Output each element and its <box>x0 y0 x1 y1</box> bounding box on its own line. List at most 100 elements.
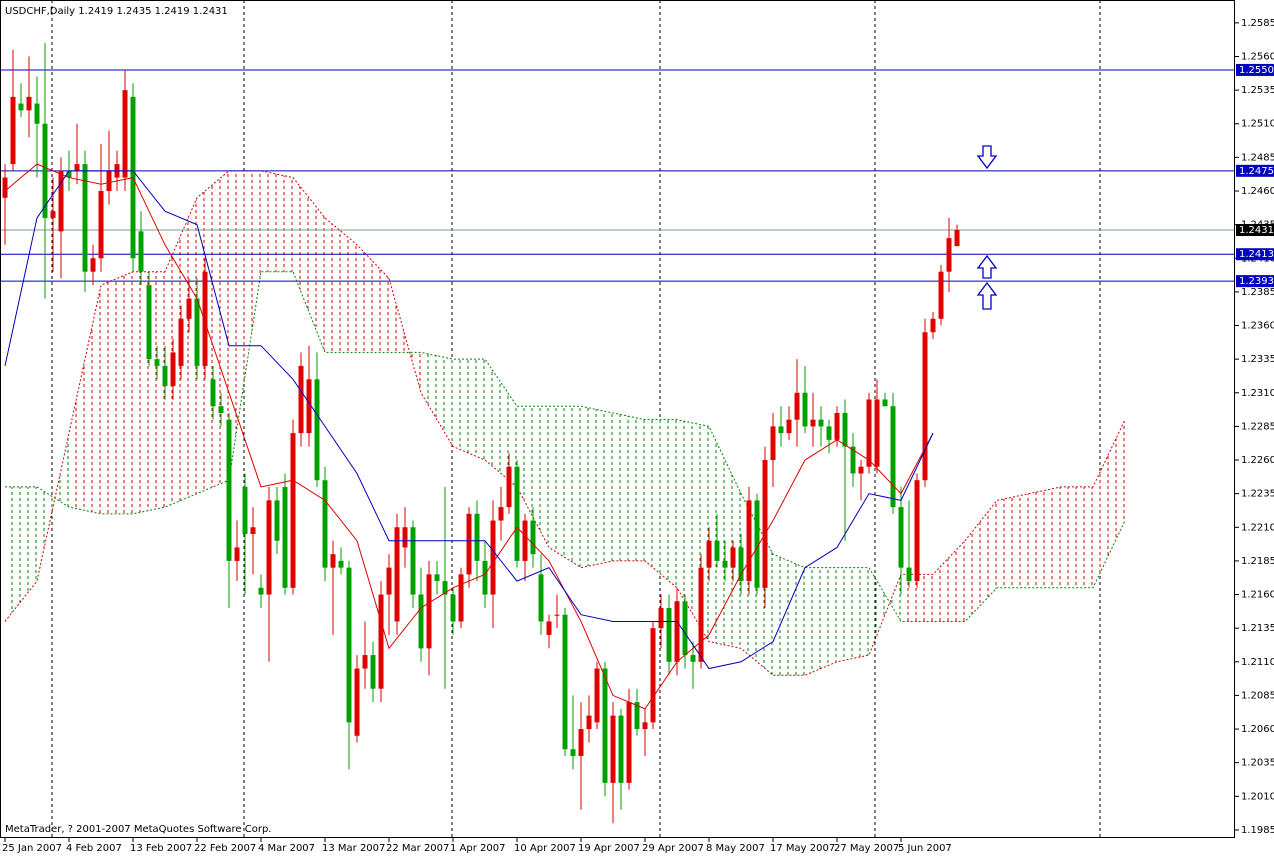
candle-body <box>162 365 168 387</box>
x-tick-label: 22 Feb 2007 <box>194 843 256 854</box>
level-label: 1.2475 <box>1239 166 1274 177</box>
candle-body <box>178 318 184 366</box>
cloud-segment <box>229 170 261 481</box>
x-tick-label: 13 Mar 2007 <box>322 843 385 854</box>
x-tick-label: 4 Mar 2007 <box>258 843 315 854</box>
level-tag <box>1236 275 1274 288</box>
candle-body <box>338 560 344 568</box>
y-tick-label: 1.2510 <box>1241 119 1274 130</box>
candle-body <box>834 412 840 440</box>
candle-body <box>90 258 96 272</box>
cloud-segment <box>37 433 69 582</box>
candle-body <box>18 103 24 111</box>
x-tick-label: 29 Apr 2007 <box>642 843 704 854</box>
candle-body <box>610 715 616 783</box>
candle-body <box>474 513 480 561</box>
x-tick-label: 10 Apr 2007 <box>514 843 576 854</box>
candle-body <box>210 379 216 407</box>
candle-body <box>394 527 400 622</box>
candle-body <box>346 567 352 723</box>
candle-body <box>226 419 232 561</box>
cloud-segment <box>325 217 357 353</box>
x-tick-label: 22 Mar 2007 <box>386 843 449 854</box>
candle-body <box>682 601 688 656</box>
candle-body <box>402 527 408 548</box>
cloud-segment <box>581 406 613 568</box>
candle-body <box>362 655 368 669</box>
y-tick-label: 1.2285 <box>1241 421 1274 432</box>
cloud-segment <box>517 406 549 548</box>
candle-body <box>218 406 224 413</box>
candle-body <box>410 527 416 595</box>
cloud-segment <box>293 177 325 353</box>
candle-body <box>74 164 80 171</box>
candle-body <box>146 285 152 360</box>
candle-body <box>122 90 128 178</box>
candle-body <box>738 547 744 582</box>
y-tick-label: 1.2160 <box>1241 590 1274 601</box>
cloud-segment <box>421 352 453 447</box>
candle-body <box>2 177 8 198</box>
x-tick-label: 17 May 2007 <box>770 843 835 854</box>
candle-body <box>602 668 608 783</box>
candle-body <box>290 433 296 588</box>
candle-body <box>514 466 520 561</box>
x-tick-label: 4 Feb 2007 <box>66 843 122 854</box>
last-price-label: 1.2431 <box>1239 225 1274 236</box>
candle-body <box>922 332 928 481</box>
candle-body <box>874 399 880 467</box>
candle-body <box>490 520 496 595</box>
copyright: MetaTrader, ? 2001-2007 MetaQuotes Softw… <box>5 824 271 835</box>
candle-body <box>890 406 896 508</box>
candle-body <box>530 520 536 555</box>
y-tick-label: 1.2135 <box>1241 623 1274 634</box>
cloud-segment <box>1029 486 1061 588</box>
candle-body <box>866 399 872 467</box>
up-arrow <box>976 254 998 279</box>
candle-body <box>50 211 56 218</box>
candle-body <box>522 520 528 561</box>
cloud-segment <box>389 278 421 393</box>
y-tick-label: 1.2110 <box>1241 657 1274 668</box>
x-tick-label: 1 Apr 2007 <box>450 843 505 854</box>
candle-body <box>626 702 632 783</box>
candle-body <box>242 486 248 535</box>
candle-body <box>282 486 288 588</box>
cloud-segment <box>5 486 37 622</box>
cloud-segment <box>197 170 229 494</box>
candle-body <box>194 298 200 366</box>
cloud-segment <box>709 426 741 649</box>
x-tick-label: 8 May 2007 <box>706 843 765 854</box>
y-tick-label: 1.2535 <box>1241 85 1274 96</box>
candle-body <box>882 399 888 407</box>
level-label: 1.2413 <box>1239 249 1274 260</box>
cloud-segment <box>101 271 133 514</box>
candle-body <box>802 392 808 427</box>
x-tick-label: 19 Apr 2007 <box>578 843 640 854</box>
candle-body <box>546 621 552 635</box>
candle-body <box>34 103 40 124</box>
y-tick-label: 1.2560 <box>1241 51 1274 62</box>
candle-body <box>202 271 208 366</box>
candle-body <box>426 574 432 649</box>
y-tick-label: 1.2335 <box>1241 354 1274 365</box>
y-tick-label: 1.2035 <box>1241 758 1274 769</box>
y-tick-label: 1.2210 <box>1241 522 1274 533</box>
candle-body <box>938 271 944 319</box>
candle-body <box>898 507 904 568</box>
candle-body <box>818 419 824 427</box>
up-arrow <box>976 281 998 310</box>
cloud-segment <box>133 271 165 514</box>
x-tick-label: 25 Jan 2007 <box>2 843 62 854</box>
level-tag <box>1236 248 1274 261</box>
candle-body <box>690 655 696 662</box>
level-tag <box>1236 164 1274 177</box>
candle-body <box>594 668 600 723</box>
y-tick-label: 1.2460 <box>1241 186 1274 197</box>
candle-body <box>26 96 32 111</box>
cloud-segment <box>1093 419 1125 588</box>
plot-area <box>0 0 1235 838</box>
candle-body <box>506 466 512 508</box>
candle-body <box>858 466 864 474</box>
candle-body <box>58 170 64 232</box>
